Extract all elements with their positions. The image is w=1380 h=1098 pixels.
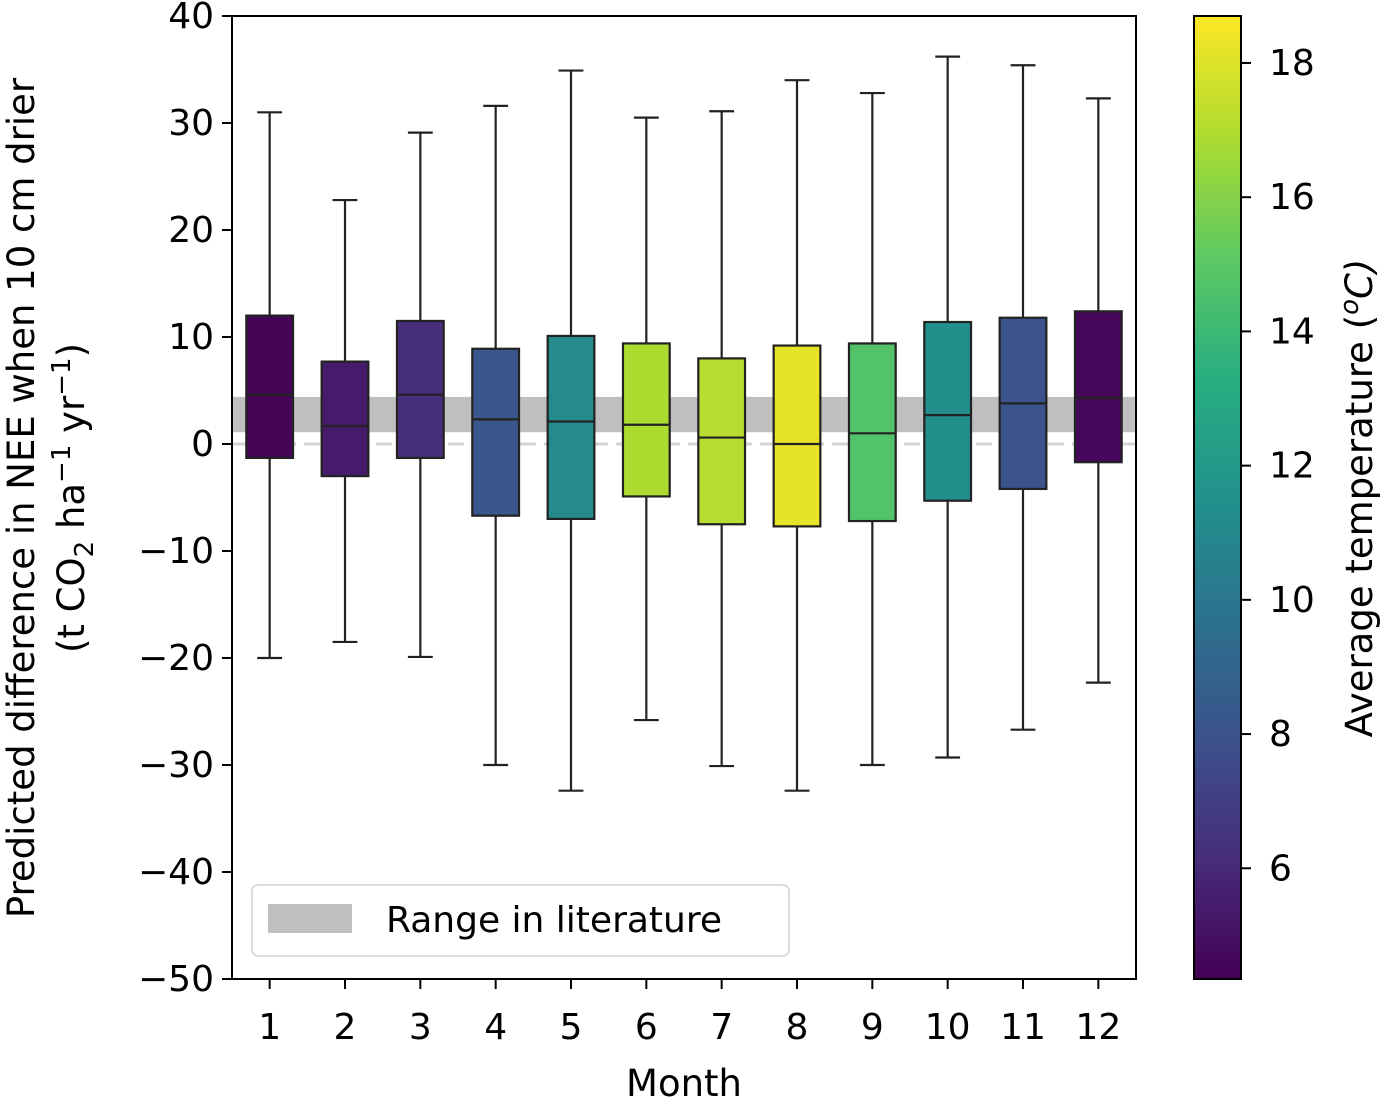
- plot-area: [231, 15, 1137, 980]
- legend-label-literature: Range in literature: [386, 900, 722, 941]
- colorbar-tick-label: 18: [1269, 43, 1315, 84]
- box-month-8: [772, 79, 822, 792]
- plot-frame: [231, 15, 1137, 980]
- legend-frame: [251, 884, 790, 957]
- x-axis: 1 2 3 4 5 6 7 8 9 10 11 12: [258, 979, 1121, 1048]
- colorbar-tick-label: 12: [1269, 446, 1315, 487]
- colorbar-tick-label: 16: [1269, 177, 1315, 218]
- legend-swatch-literature: [268, 904, 352, 933]
- box-month-10: [923, 55, 973, 759]
- box-month-4: [471, 104, 521, 767]
- y-axis: 40 30 20 10 0 −10 −20 −30 −40 −50: [138, 0, 232, 1000]
- x-axis-label: Month: [626, 1062, 742, 1098]
- iqr-box: [1073, 310, 1123, 464]
- y-axis-label-line1: Predicted difference in NEE when 10 cm d…: [0, 77, 43, 918]
- x-tick-label: 10: [925, 1007, 971, 1048]
- colorbar-tick-label: 6: [1269, 848, 1292, 889]
- y-tick-label: 0: [191, 424, 214, 465]
- box-month-6: [621, 116, 671, 722]
- x-tick-label: 7: [710, 1007, 733, 1048]
- y-tick-label: −30: [138, 745, 214, 786]
- plot-background: [232, 16, 1136, 979]
- box-month-9: [847, 91, 897, 767]
- y-tick-label: 10: [168, 317, 214, 358]
- y-tick-label: −10: [138, 531, 214, 572]
- colorbar-tick-label: 10: [1269, 580, 1315, 621]
- x-tick-label: 1: [258, 1007, 281, 1048]
- box-month-3: [395, 131, 445, 659]
- box-month-7: [697, 110, 747, 768]
- y-tick-label: −40: [138, 852, 214, 893]
- colorbar-tick-label: 8: [1269, 714, 1292, 755]
- colorbar-tick-label: 14: [1269, 311, 1315, 352]
- box-month-2: [320, 198, 370, 644]
- y-tick-label: −20: [138, 638, 214, 679]
- x-tick-label: 5: [560, 1007, 583, 1048]
- x-tick-label: 3: [409, 1007, 432, 1048]
- iqr-box: [621, 342, 671, 498]
- colorbar-ticks: 6 8 10 12 14 16 18: [1241, 43, 1315, 889]
- y-tick-label: 40: [168, 0, 214, 37]
- iqr-box: [772, 344, 822, 528]
- x-tick-label: 2: [334, 1007, 357, 1048]
- colorbar: 6 8 10 12 14 16 18 Average temperature (oC): [1193, 15, 1380, 980]
- y-tick-label: 30: [168, 103, 214, 144]
- iqr-box: [697, 357, 747, 526]
- y-tick-label: −50: [138, 959, 214, 1000]
- iqr-box: [320, 360, 370, 478]
- legend: Range in literature: [251, 884, 790, 957]
- box-series: [245, 55, 1123, 792]
- iqr-box: [546, 334, 596, 520]
- y-axis-label-line2: (t CO2 ha−1 yr−1): [47, 343, 100, 653]
- iqr-box: [245, 314, 295, 460]
- box-month-11: [998, 64, 1048, 731]
- iqr-box: [471, 347, 521, 517]
- iqr-box: [395, 319, 445, 460]
- y-axis-label: Predicted difference in NEE when 10 cm d…: [0, 77, 43, 918]
- y-axis-label-units: (t CO2 ha−1 yr−1): [47, 343, 100, 653]
- y-tick-label: 20: [168, 210, 214, 251]
- box-month-5: [546, 69, 596, 792]
- x-tick-label: 6: [635, 1007, 658, 1048]
- x-tick-label: 9: [861, 1007, 884, 1048]
- x-tick-label: 12: [1075, 1007, 1121, 1048]
- x-tick-label: 8: [786, 1007, 809, 1048]
- x-tick-label: 4: [484, 1007, 507, 1048]
- box-month-12: [1073, 97, 1123, 684]
- colorbar-label: Average temperature (oC): [1335, 259, 1380, 738]
- colorbar-gradient: [1193, 15, 1242, 980]
- x-tick-label: 11: [1000, 1007, 1046, 1048]
- colorbar-label-text: Average temperature (oC): [1335, 259, 1380, 738]
- box-month-1: [245, 111, 295, 660]
- iqr-box: [923, 320, 973, 502]
- literature-range-band: [232, 396, 1136, 433]
